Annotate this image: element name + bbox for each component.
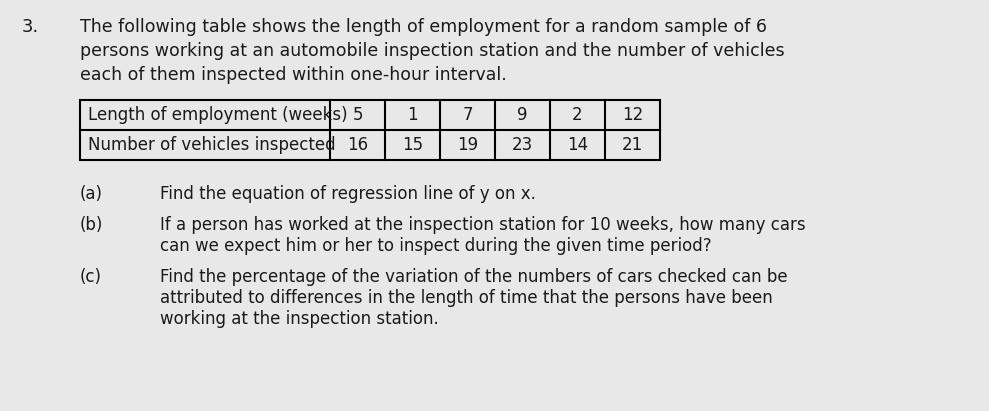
Text: 21: 21 [622,136,643,154]
Text: 2: 2 [573,106,583,124]
Text: Find the equation of regression line of y on x.: Find the equation of regression line of … [160,185,536,203]
Text: working at the inspection station.: working at the inspection station. [160,310,439,328]
Text: The following table shows the length of employment for a random sample of 6: The following table shows the length of … [80,18,767,36]
Text: 23: 23 [512,136,533,154]
Text: Length of employment (weeks): Length of employment (weeks) [88,106,347,124]
Text: 7: 7 [462,106,473,124]
Text: 5: 5 [352,106,363,124]
Text: persons working at an automobile inspection station and the number of vehicles: persons working at an automobile inspect… [80,42,784,60]
Text: Find the percentage of the variation of the numbers of cars checked can be: Find the percentage of the variation of … [160,268,787,286]
Text: 3.: 3. [22,18,40,36]
Text: 16: 16 [347,136,368,154]
Text: If a person has worked at the inspection station for 10 weeks, how many cars: If a person has worked at the inspection… [160,216,806,234]
Text: (c): (c) [80,268,102,286]
Text: each of them inspected within one-hour interval.: each of them inspected within one-hour i… [80,66,506,84]
Text: Number of vehicles inspected: Number of vehicles inspected [88,136,335,154]
Text: 12: 12 [622,106,643,124]
Text: 14: 14 [567,136,588,154]
Text: can we expect him or her to inspect during the given time period?: can we expect him or her to inspect duri… [160,237,712,255]
Bar [80,100,660,160]
Text: 9: 9 [517,106,528,124]
Text: (b): (b) [80,216,104,234]
Text: 15: 15 [402,136,423,154]
Text: 1: 1 [407,106,417,124]
Text: 19: 19 [457,136,478,154]
Text: attributed to differences in the length of time that the persons have been: attributed to differences in the length … [160,289,772,307]
Text: (a): (a) [80,185,103,203]
